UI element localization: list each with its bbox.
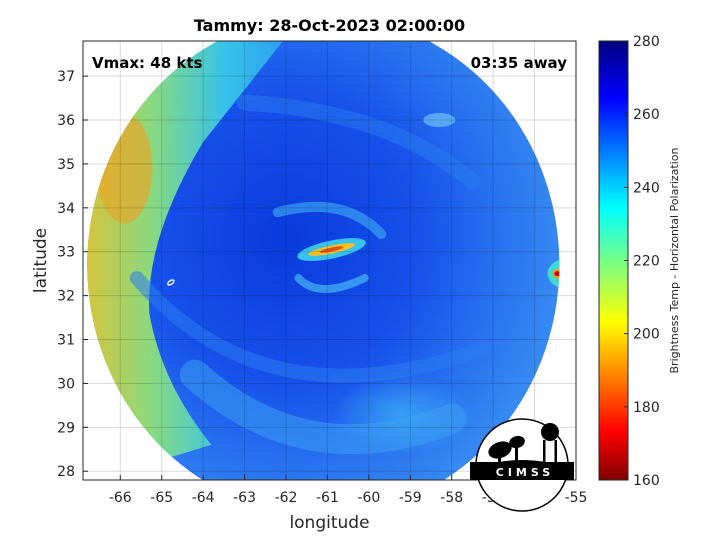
x-tick-label: -55 bbox=[565, 490, 588, 506]
colorbar-tick-label: 240 bbox=[633, 180, 660, 196]
colorbar-tick-label: 280 bbox=[633, 34, 660, 50]
y-tick-label: 37 bbox=[57, 69, 75, 85]
colorbar-gradient bbox=[598, 40, 629, 481]
light-patch bbox=[423, 113, 456, 128]
x-tick-label: -60 bbox=[357, 490, 380, 506]
plot-title: Tammy: 28-Oct-2023 02:00:00 bbox=[194, 16, 465, 35]
colorbar-tick-label: 180 bbox=[633, 400, 660, 416]
east-cell-halo bbox=[547, 259, 560, 288]
colorbar: 160 180 200 220 240 260 280 Brightness Temp - … bbox=[598, 34, 681, 489]
east-cell bbox=[552, 268, 560, 279]
island-outline bbox=[167, 279, 175, 286]
colorbar-tick-label: 220 bbox=[633, 254, 660, 270]
colorbar-tick-label: 200 bbox=[633, 327, 660, 343]
x-tick-label: -63 bbox=[233, 490, 256, 506]
x-tick-label: -64 bbox=[192, 490, 215, 506]
colorbar-ticks: 160 180 200 220 240 260 280 bbox=[624, 34, 660, 489]
cimss-logo-text: CIMSS bbox=[496, 466, 554, 479]
light-region bbox=[332, 374, 472, 455]
rain-band bbox=[129, 271, 492, 383]
cimss-logo: CIMSS bbox=[470, 418, 574, 512]
y-tick-label: 35 bbox=[57, 157, 75, 173]
logo-dish-stand bbox=[498, 454, 501, 466]
y-tick-label: 36 bbox=[57, 113, 75, 129]
y-axis-label: latitude bbox=[31, 228, 51, 293]
x-axis-label: longitude bbox=[289, 513, 369, 533]
microwave-swath bbox=[87, 41, 560, 480]
rain-band bbox=[236, 94, 481, 190]
warm-core-center bbox=[319, 246, 344, 253]
logo-tower-leg bbox=[543, 440, 546, 464]
x-tick-label: -62 bbox=[275, 490, 298, 506]
x-tick-label: -66 bbox=[109, 490, 132, 506]
logo-dish-stand bbox=[515, 446, 518, 462]
y-tick-label: 32 bbox=[57, 289, 75, 305]
logo-dish-right bbox=[509, 435, 525, 449]
east-cell-core bbox=[554, 271, 560, 277]
y-tick-label: 34 bbox=[57, 201, 75, 217]
grid-lines bbox=[83, 41, 577, 480]
y-axis-ticks: 28 29 30 31 32 33 34 35 36 37 bbox=[57, 69, 88, 480]
x-tick-label: -59 bbox=[399, 490, 422, 506]
inner-band bbox=[294, 274, 369, 293]
eyewall-band bbox=[272, 201, 387, 240]
time-away-annotation: 03:35 away bbox=[471, 54, 568, 72]
x-tick-label: -65 bbox=[150, 490, 173, 506]
y-tick-label: 33 bbox=[57, 245, 75, 261]
x-tick-label: -58 bbox=[440, 490, 463, 506]
y-tick-label: 31 bbox=[57, 333, 75, 349]
plot-area bbox=[82, 40, 577, 481]
y-tick-label: 29 bbox=[57, 420, 75, 436]
colorbar-tick-label: 160 bbox=[633, 473, 660, 489]
vmax-annotation: Vmax: 48 kts bbox=[92, 54, 202, 72]
colorbar-tick-label: 260 bbox=[633, 107, 660, 123]
logo-banner bbox=[470, 462, 574, 480]
y-tick-label: 28 bbox=[57, 464, 75, 480]
colorbar-label: Brightness Temp - Horizontal Polarizatio… bbox=[668, 147, 681, 373]
logo-dish-left bbox=[488, 441, 512, 459]
y-tick-label: 30 bbox=[57, 376, 75, 392]
x-tick-label: -61 bbox=[316, 490, 339, 506]
logo-water-tower bbox=[541, 423, 559, 441]
logo-tower-leg bbox=[554, 440, 557, 464]
